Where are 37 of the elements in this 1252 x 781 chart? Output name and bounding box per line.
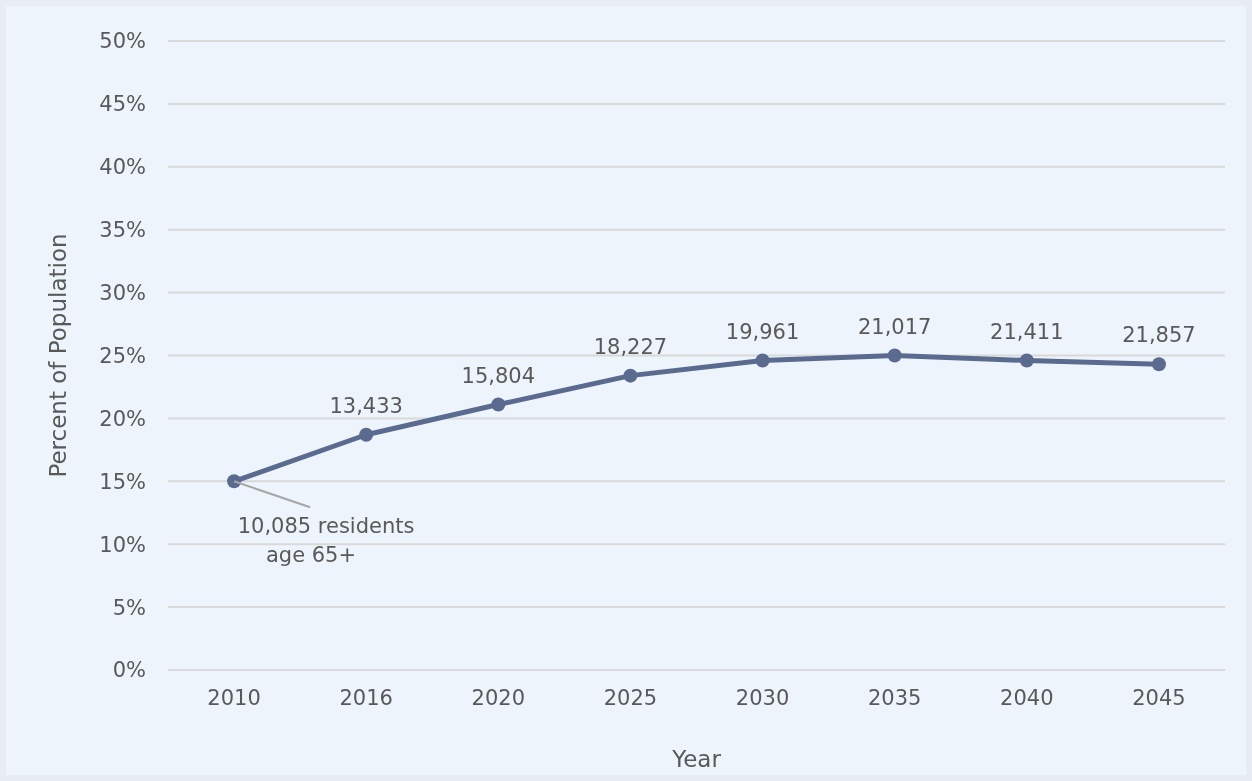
point <box>1019 353 1034 368</box>
annotation: 21,857 <box>1122 323 1196 348</box>
x-tick-label: 2020 <box>471 685 526 710</box>
y-tick-label: 10% <box>99 532 146 557</box>
point <box>887 348 902 363</box>
annotation: 19,961 <box>725 319 800 344</box>
y-tick-label: 5% <box>112 595 146 620</box>
annotation: 21,411 <box>990 319 1064 344</box>
annotation: 15,804 <box>461 363 536 388</box>
y-tick-label: 35% <box>99 218 146 243</box>
x-tick-label: 2030 <box>735 685 790 710</box>
annotation: 10,085 residents age 65+ <box>237 514 415 568</box>
y-tick-label: 0% <box>112 658 146 683</box>
point <box>1151 357 1166 372</box>
x-tick-label: 2035 <box>867 685 922 710</box>
x-tick-label: 2045 <box>1132 685 1186 710</box>
y-tick-label: 20% <box>99 406 146 431</box>
y-tick-label: 15% <box>99 469 146 494</box>
annotation: 21,017 <box>857 314 932 339</box>
y-tick-label: 50% <box>99 29 146 54</box>
y-tick-label: 45% <box>99 92 146 117</box>
x-tick-label: 2010 <box>207 685 261 710</box>
point <box>623 368 638 383</box>
annotation: 13,433 <box>329 393 403 418</box>
x-tick-label: 2016 <box>339 685 393 710</box>
point <box>359 427 374 442</box>
y-tick-label: 40% <box>99 155 146 180</box>
y-tick-label: 25% <box>99 343 146 368</box>
x-tick-label: 2025 <box>603 685 658 710</box>
point <box>491 397 506 412</box>
x-tick-label: 2040 <box>1000 685 1054 710</box>
y-tick-label: 30% <box>99 281 146 306</box>
x-axis-title: Year <box>671 746 722 772</box>
annotation: 18,227 <box>593 334 668 359</box>
y-axis-title: Percent of Population <box>45 233 72 478</box>
point <box>227 474 242 489</box>
point <box>755 353 770 368</box>
